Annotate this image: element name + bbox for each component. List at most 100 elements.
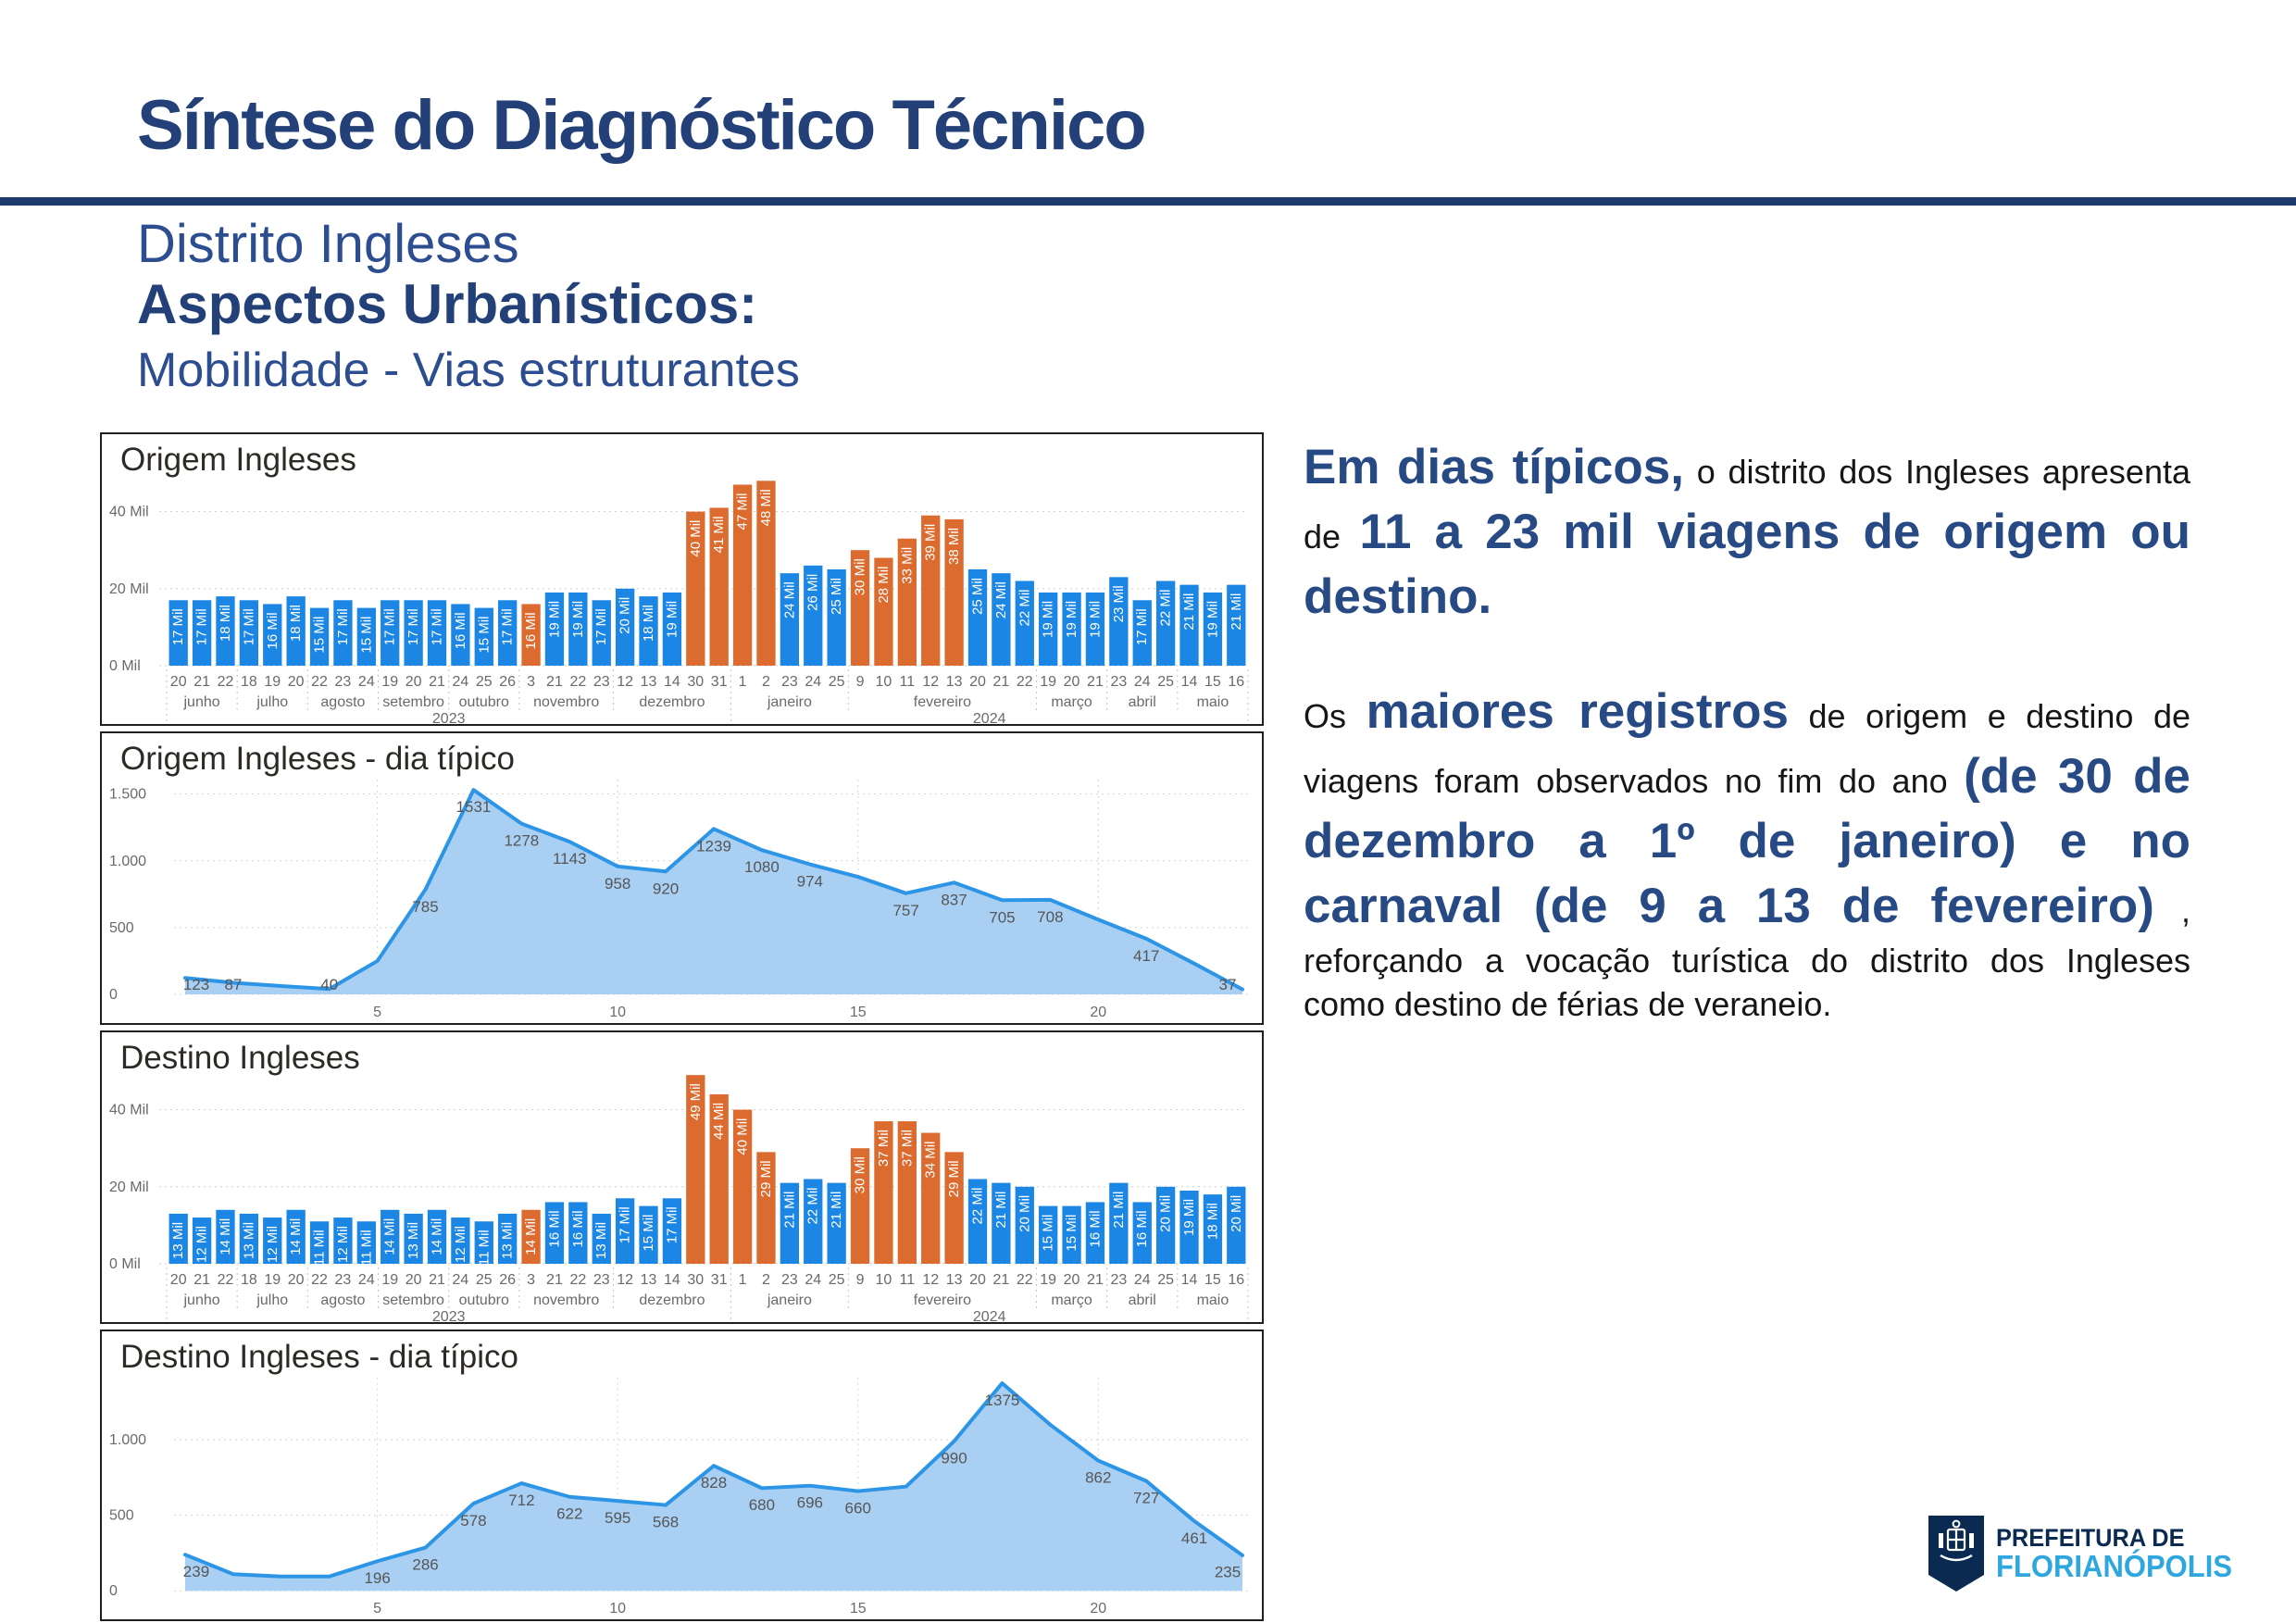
svg-text:24: 24 [452,674,468,690]
svg-text:17 Mil: 17 Mil [406,608,421,645]
svg-text:23: 23 [1110,674,1127,690]
svg-text:20: 20 [969,674,986,690]
svg-text:9: 9 [856,1272,865,1288]
svg-text:14: 14 [664,1272,680,1288]
svg-text:25 Mil: 25 Mil [829,578,844,615]
page-title: Síntese do Diagnóstico Técnico [137,86,1147,165]
svg-text:757: 757 [892,902,918,919]
svg-text:10: 10 [609,1601,626,1617]
svg-text:novembro: novembro [533,1292,599,1308]
svg-text:990: 990 [941,1450,967,1467]
svg-text:agosto: agosto [320,694,365,710]
svg-text:21 Mil: 21 Mil [1111,1192,1127,1229]
svg-text:fevereiro: fevereiro [914,694,971,710]
svg-text:1.500: 1.500 [109,787,146,803]
destino-ingleses-bar-chart: 0 Mil 20 Mil 40 Mil 13 Mil 20 12 Mil 21 14 Mil 2… [109,1075,1249,1322]
chart-title-origem-dia-tipico: Origem Ingleses - dia típico [120,741,516,777]
svg-text:16 Mil: 16 Mil [570,1210,586,1247]
svg-text:14: 14 [1181,674,1198,690]
svg-text:29 Mil: 29 Mil [946,1160,962,1197]
svg-text:19: 19 [1040,674,1056,690]
prefeitura-florianopolis-logo: PREFEITURA DE FLORIANÓPOLIS [1928,1515,2247,1592]
svg-text:24 Mil: 24 Mil [781,581,797,618]
text-run: maiores registros [1366,683,1789,739]
origem-dia-tipico-area-chart: 5 10 15 20 0 500 1.000 1.500 123 87 40 785 1531 1278 1… [109,780,1250,1020]
svg-text:28 Mil: 28 Mil [876,567,892,604]
svg-text:15 Mil: 15 Mil [312,617,328,654]
svg-text:18: 18 [241,674,257,690]
svg-text:20: 20 [969,1272,986,1288]
svg-text:2024: 2024 [973,711,1006,724]
svg-text:14 Mil: 14 Mil [523,1218,539,1255]
svg-text:9: 9 [856,674,865,690]
svg-text:47 Mil: 47 Mil [735,493,751,530]
svg-text:862: 862 [1085,1469,1111,1487]
svg-text:junho: junho [183,694,220,710]
svg-text:21: 21 [193,674,210,690]
city-crest-icon [1928,1516,1984,1592]
svg-text:17 Mil: 17 Mil [241,608,256,645]
svg-text:20 Mil: 20 Mil [618,597,633,634]
svg-text:5: 5 [373,1601,381,1617]
svg-text:20: 20 [170,674,187,690]
svg-text:21 Mil: 21 Mil [1181,593,1197,630]
svg-text:20: 20 [1064,674,1080,690]
svg-text:1: 1 [739,1272,747,1288]
origem-ingleses-bar-chart: 0 Mil 20 Mil 40 Mil 17 Mil 20 17 Mil 21 18 Mil 2… [109,481,1249,724]
svg-text:30 Mil: 30 Mil [853,558,868,595]
svg-text:21: 21 [992,674,1009,690]
svg-text:março: março [1051,1292,1092,1308]
svg-text:41 Mil: 41 Mil [711,516,727,553]
svg-text:22: 22 [311,1272,328,1288]
svg-text:14 Mil: 14 Mil [382,1218,398,1255]
svg-text:2: 2 [762,1272,770,1288]
paragraph-peak-records: Os maiores registros de origem e destino… [1304,680,2190,1027]
svg-text:13 Mil: 13 Mil [593,1222,609,1259]
svg-text:1.000: 1.000 [109,854,146,869]
svg-text:13 Mil: 13 Mil [241,1222,256,1259]
svg-text:3: 3 [527,674,535,690]
destino-dia-tipico-area-chart: 5 10 15 20 0 500 1.000 239 196 286 578 712 622 595 568… [109,1377,1250,1617]
svg-text:dezembro: dezembro [639,694,705,710]
svg-text:22: 22 [311,674,328,690]
svg-text:15: 15 [850,1601,867,1617]
svg-text:abril: abril [1129,1292,1156,1308]
svg-text:24: 24 [1134,1272,1151,1288]
svg-text:maio: maio [1197,694,1229,710]
svg-text:25 Mil: 25 Mil [970,578,986,615]
svg-text:19 Mil: 19 Mil [1204,601,1220,638]
svg-text:239: 239 [183,1563,209,1580]
svg-text:22 Mil: 22 Mil [805,1187,821,1224]
svg-text:22: 22 [218,674,234,690]
chart-box-origem: Origem Ingleses 0 Mil 20 Mil 40 Mil 17 Mil 2… [100,432,1264,726]
text-run: Os [1304,696,1366,735]
svg-text:2024: 2024 [973,1309,1006,1322]
svg-text:12: 12 [922,1272,939,1288]
chart-title-destino-dia-tipico: Destino Ingleses - dia típico [120,1339,518,1375]
svg-text:18 Mil: 18 Mil [1204,1203,1220,1240]
svg-text:13: 13 [641,1272,657,1288]
svg-text:1278: 1278 [504,832,539,850]
svg-text:10: 10 [876,1272,892,1288]
svg-text:20 Mil: 20 Mil [109,581,149,597]
svg-text:20: 20 [406,674,422,690]
svg-text:19: 19 [381,674,398,690]
svg-text:14: 14 [1181,1272,1198,1288]
text-run: o distrito dos Ingleses apresenta de [1304,453,2190,556]
svg-text:outubro: outubro [459,1292,509,1308]
svg-text:19: 19 [1040,1272,1056,1288]
svg-text:1239: 1239 [696,837,731,855]
svg-text:0: 0 [109,987,118,1003]
svg-text:29 Mil: 29 Mil [758,1160,774,1197]
logo-line-2: FLORIANÓPOLIS [1996,1549,2233,1583]
svg-text:196: 196 [364,1569,390,1587]
svg-text:22: 22 [1017,674,1033,690]
svg-text:696: 696 [797,1494,823,1512]
subtitle-mobility: Mobilidade - Vias estruturantes [137,343,800,397]
svg-text:15 Mil: 15 Mil [1064,1215,1079,1252]
svg-text:17 Mil: 17 Mil [500,608,516,645]
svg-text:2: 2 [762,674,770,690]
svg-text:17 Mil: 17 Mil [618,1206,633,1243]
svg-text:19 Mil: 19 Mil [1181,1199,1197,1236]
svg-text:578: 578 [460,1512,486,1529]
